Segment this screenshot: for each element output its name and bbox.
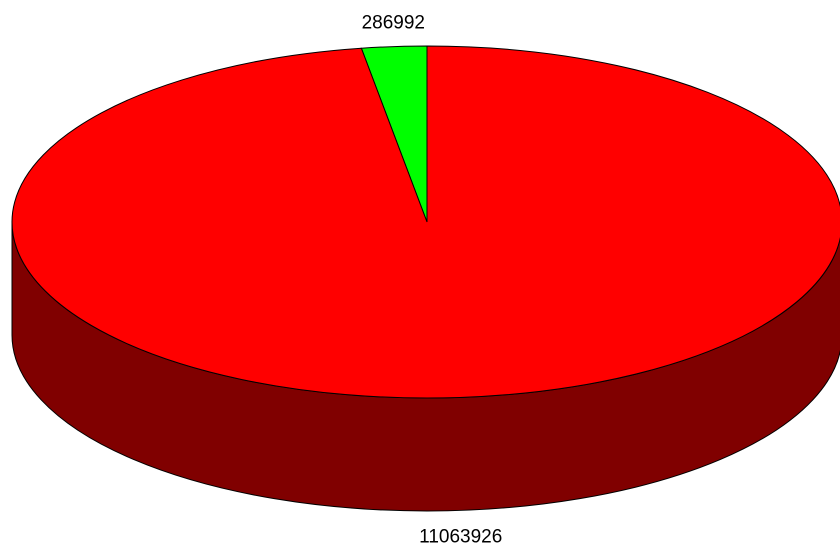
pie-label-layer: 286992 11063926 (362, 13, 503, 546)
pie-slice-1 (11, 45, 840, 399)
slice-value-label-1: 11063926 (419, 526, 502, 546)
pie-top-layer (11, 45, 840, 399)
slice-value-label-0: 286992 (362, 13, 425, 34)
